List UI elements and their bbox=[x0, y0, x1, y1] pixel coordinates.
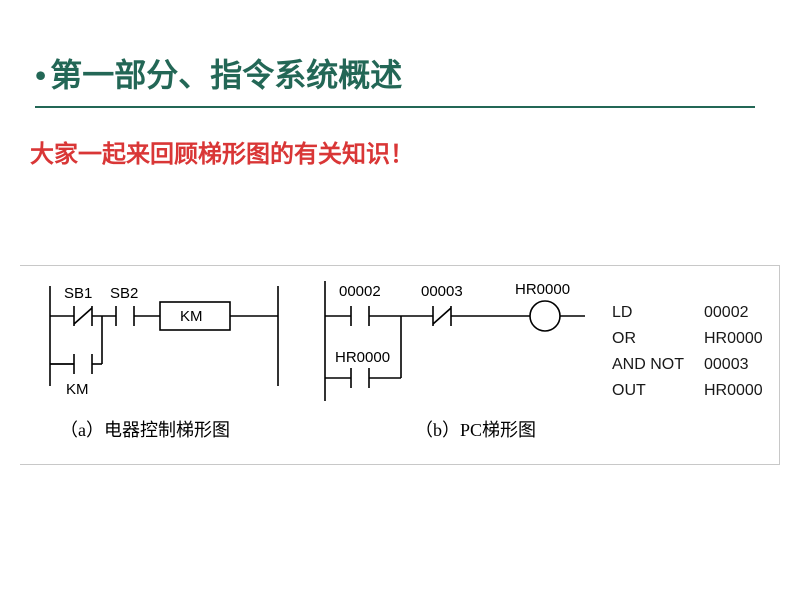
instr-row: OUT HR0000 bbox=[612, 378, 763, 404]
instr-row: OR HR0000 bbox=[612, 326, 763, 352]
instr-op: AND NOT bbox=[612, 352, 704, 378]
label-sb1: SB1 bbox=[64, 285, 92, 302]
label-km-box: KM bbox=[180, 308, 203, 325]
label-00002: 00002 bbox=[339, 283, 381, 300]
instr-op: OUT bbox=[612, 378, 704, 404]
label-sb2: SB2 bbox=[110, 285, 138, 302]
instr-row: LD 00002 bbox=[612, 300, 763, 326]
instr-val: HR0000 bbox=[704, 326, 763, 352]
caption-a: （a）电器控制梯形图 bbox=[60, 420, 230, 440]
instr-op: OR bbox=[612, 326, 704, 352]
label-coil: HR0000 bbox=[515, 281, 570, 298]
title-section: •第一部分、指令系统概述 bbox=[0, 0, 800, 108]
instr-op: LD bbox=[612, 300, 704, 326]
instruction-list: LD 00002 OR HR0000 AND NOT 00003 OUT HR0… bbox=[612, 300, 763, 404]
label-hr0000: HR0000 bbox=[335, 349, 390, 366]
page-title: •第一部分、指令系统概述 bbox=[35, 50, 800, 96]
title-bullet: • bbox=[35, 57, 46, 93]
instr-val: 00003 bbox=[704, 352, 749, 378]
title-text: 第一部分、指令系统概述 bbox=[50, 57, 402, 93]
title-underline bbox=[35, 106, 755, 108]
instr-val: HR0000 bbox=[704, 378, 763, 404]
label-km-contact: KM bbox=[66, 381, 89, 398]
diagram-a: SB1 SB2 KM KM （a）电器控制梯形图 bbox=[30, 266, 300, 466]
label-00003: 00003 bbox=[421, 283, 463, 300]
subtitle: 大家一起来回顾梯形图的有关知识！ bbox=[30, 134, 800, 169]
instr-val: 00002 bbox=[704, 300, 749, 326]
caption-b: （b）PC梯形图 bbox=[415, 420, 536, 440]
diagram-b: 00002 00003 HR0000 HR0000 （b）PC梯形图 bbox=[305, 266, 615, 466]
instr-row: AND NOT 00003 bbox=[612, 352, 763, 378]
